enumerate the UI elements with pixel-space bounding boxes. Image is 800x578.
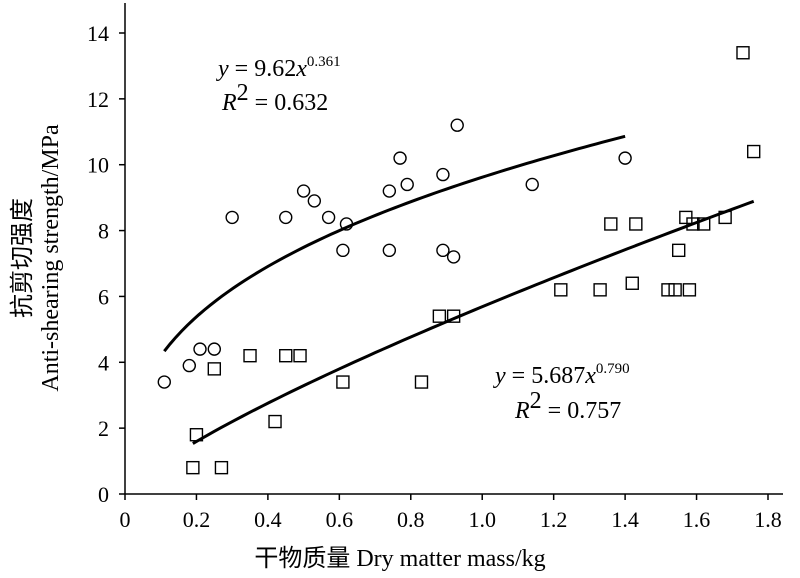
square-point (279, 349, 293, 363)
square-point (268, 414, 282, 429)
square-point (625, 276, 639, 290)
r2-2: R2 = 0.757 (514, 388, 621, 424)
circle-point (436, 243, 450, 258)
circle-point (307, 194, 322, 208)
y-axis-title-en: Anti-shearing strength/MPa (38, 124, 64, 392)
r2-2-exp: 2 (530, 388, 542, 414)
square-point (697, 217, 711, 231)
square-point (189, 428, 204, 442)
square-point (661, 283, 675, 297)
square-point (293, 349, 307, 363)
circle-point (446, 250, 461, 264)
axes (124, 3, 783, 495)
square-point (671, 243, 686, 258)
eq2-exponent: 0.790 (596, 361, 630, 377)
square-point (207, 362, 222, 376)
circle-point (207, 342, 222, 356)
y-tick-label: 8 (98, 219, 109, 244)
x-tick-label: 0 (120, 507, 131, 532)
x-tick-label: 1.8 (754, 507, 782, 532)
x-tick-label: 1.0 (468, 507, 496, 532)
r2-1-label: R (221, 90, 237, 116)
square-point (186, 460, 200, 475)
y-tick-label: 0 (98, 482, 109, 507)
square-point (604, 217, 618, 231)
x-tick-label: 0.4 (254, 507, 282, 532)
square-point (336, 375, 350, 389)
circle-point (296, 184, 311, 198)
circle-point (382, 243, 397, 258)
square-point (554, 283, 568, 297)
eq2-y: y (493, 363, 506, 389)
x-tick-label: 0.8 (397, 507, 425, 532)
square-point (446, 309, 461, 323)
circle-point (336, 243, 350, 258)
ticks: 0 0.2 0.4 0.6 0.8 1.0 1.2 1.4 1.6 1.8 0 2 4 6 8 10 12 14 (87, 21, 782, 532)
square-point (214, 460, 229, 475)
r2-2-value: = 0.757 (542, 398, 622, 424)
square-point (718, 210, 732, 225)
x-tick-label: 0.6 (326, 507, 354, 532)
circle-point (182, 358, 197, 373)
eq2-coef: = 5.687 (506, 363, 586, 389)
eq1-y: y (216, 56, 229, 82)
circle-point (193, 342, 207, 356)
square-point (686, 217, 700, 231)
circle-point (382, 184, 397, 198)
fit-curve-2 (192, 199, 755, 445)
r2-2-label: R (514, 398, 530, 424)
fit-curve-1 (163, 134, 626, 353)
equation-1: y = 9.62x0.361 (216, 54, 341, 82)
circle-point (436, 167, 450, 182)
y-tick-label: 2 (98, 416, 109, 441)
circle-point (393, 151, 407, 165)
square-point (747, 144, 761, 159)
square-point (593, 283, 607, 297)
eq1-exponent: 0.361 (307, 54, 341, 70)
eq1-coef: = 9.62 (229, 56, 297, 82)
data-points (157, 46, 761, 475)
x-tick-label: 1.4 (611, 507, 639, 532)
eq1-x: x (295, 56, 307, 82)
circle-point (525, 177, 539, 192)
y-tick-label: 14 (87, 21, 109, 46)
fit-curves (163, 134, 755, 445)
y-tick-label: 6 (98, 284, 109, 309)
y-axis-title-cn: 抗剪切强度 (9, 198, 36, 318)
circle-point (225, 210, 239, 225)
square-point (668, 283, 682, 297)
eq2-x: x (584, 363, 596, 389)
circle-point (321, 210, 336, 225)
x-tick-label: 0.2 (183, 507, 211, 532)
square-point (682, 283, 697, 297)
x-tick-label: 1.6 (683, 507, 711, 532)
circle-point (618, 151, 632, 165)
circle-point (450, 118, 464, 132)
square-point (629, 217, 643, 231)
circle-point (400, 177, 414, 192)
r2-1: R2 = 0.632 (221, 80, 328, 116)
x-tick-label: 1.2 (540, 507, 568, 532)
square-point (414, 375, 429, 389)
y-tick-label: 12 (87, 87, 109, 112)
r2-1-exp: 2 (237, 80, 249, 106)
y-tick-label: 10 (87, 153, 109, 178)
circle-point (279, 210, 293, 225)
circle-point (339, 217, 354, 231)
circle-point (157, 375, 171, 389)
square-point (432, 309, 447, 323)
equation-2: y = 5.687x0.790 (493, 361, 630, 389)
r2-1-value: = 0.632 (249, 90, 329, 116)
square-point (243, 349, 257, 363)
y-tick-label: 4 (98, 350, 109, 375)
x-axis-title: 干物质量 Dry matter mass/kg (254, 545, 545, 572)
square-point (736, 46, 750, 60)
